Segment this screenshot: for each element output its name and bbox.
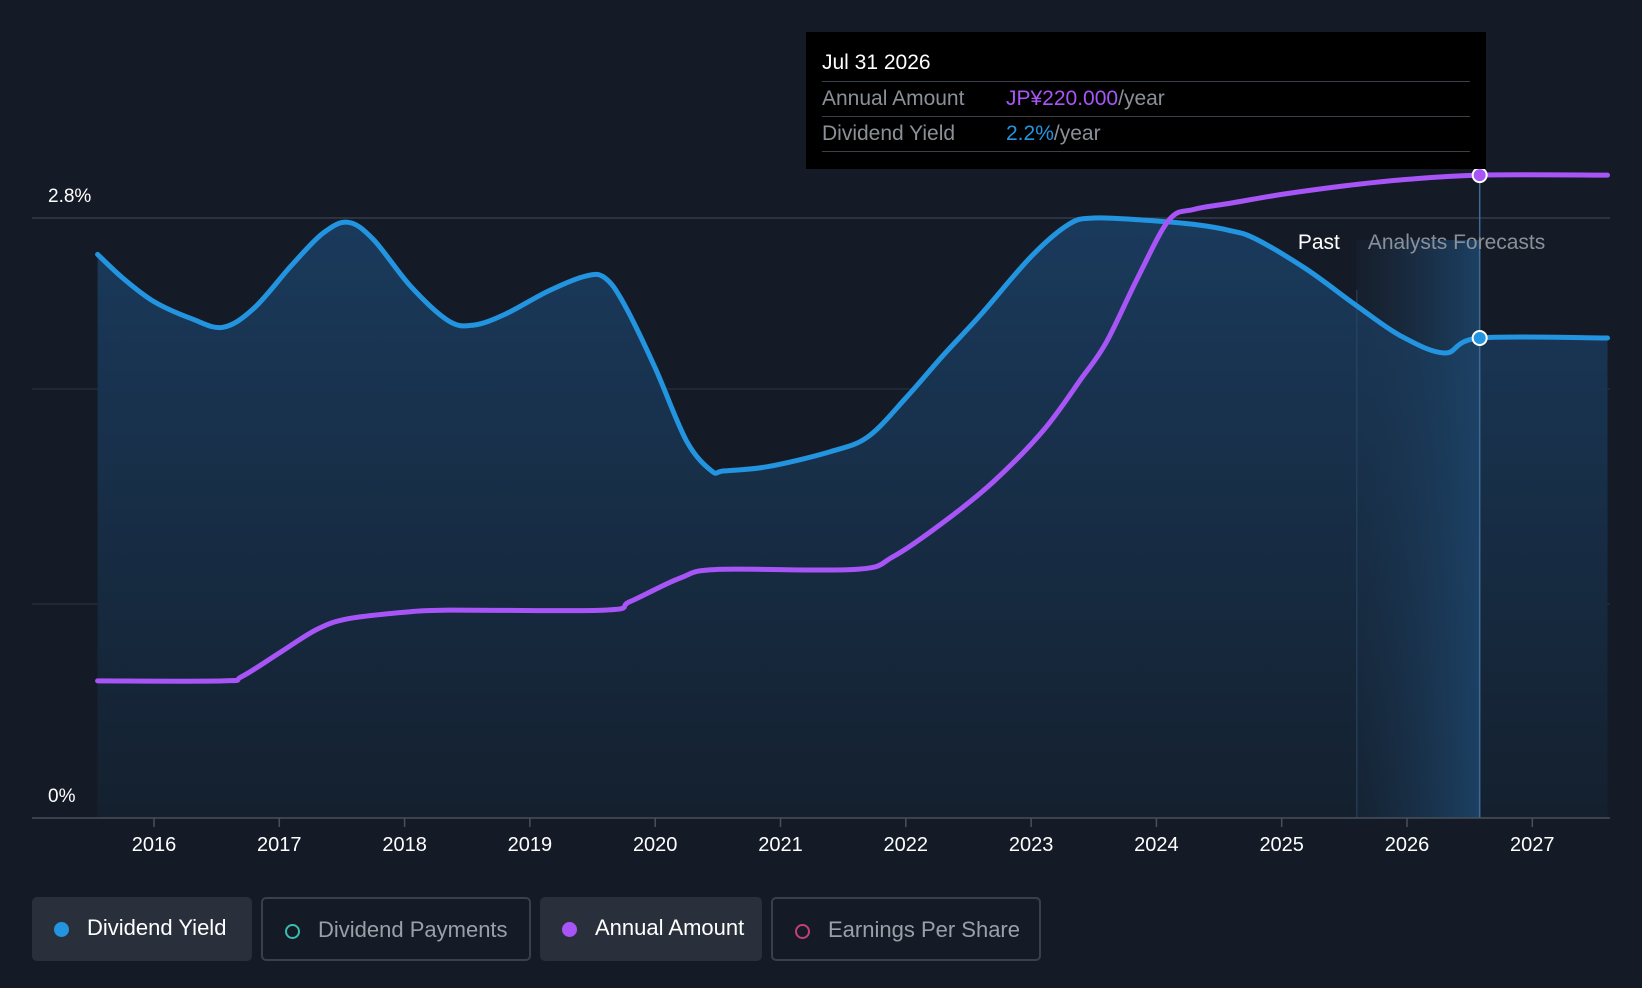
legend-ring-icon [285,924,300,939]
x-tick-label: 2018 [382,834,427,856]
tooltip-row-dividend-yield: Dividend Yield 2.2%/year [822,117,1470,152]
x-tick-label: 2020 [633,834,678,856]
legend-item-annual-amount[interactable]: Annual Amount [540,897,762,961]
annual-amount-marker [1471,167,1488,184]
legend-label: Earnings Per Share [828,917,1020,942]
dividend-yield-area [97,217,1608,818]
y-axis-bottom-label: 0% [48,786,76,807]
y-axis-top-label: 2.8% [48,186,91,207]
tooltip-row-annual-amount: Annual Amount JP¥220.000/year [822,82,1470,117]
tooltip-date: Jul 31 2026 [822,48,1470,82]
x-tick-label: 2026 [1385,834,1430,856]
legend-dot-icon [54,922,69,937]
legend-label: Dividend Yield [87,915,227,940]
x-tick-label: 2021 [758,834,803,856]
x-tick-label: 2017 [257,834,302,856]
tooltip-label: Dividend Yield [822,122,956,145]
past-label: Past [1298,231,1340,254]
tooltip-unit: /year [1053,122,1101,145]
legend-dot-icon [562,922,577,937]
legend-label: Dividend Payments [318,917,508,942]
x-tick-label: 2022 [884,834,929,856]
legend-item-earnings-per-share[interactable]: Earnings Per Share [771,897,1041,961]
tooltip-unit: /year [1118,87,1165,110]
x-tick-label: 2019 [508,834,553,856]
x-tick-label: 2025 [1259,834,1304,856]
x-tick-label: 2027 [1510,834,1555,856]
tooltip-value: 2.2% [1006,122,1054,145]
legend-item-dividend-yield[interactable]: Dividend Yield [32,897,252,961]
x-tick-label: 2024 [1134,834,1179,856]
tooltip-value: JP¥220.000 [1006,87,1119,110]
x-tick-label: 2016 [132,834,177,856]
tooltip-label: Annual Amount [822,87,965,110]
series-line-annual-amount [95,172,1610,684]
legend-ring-icon [795,924,810,939]
forecast-region [1356,240,1480,818]
legend-label: Annual Amount [595,915,745,940]
series-line-dividend-yield [95,215,1610,476]
forecast-label: Analysts Forecasts [1368,231,1545,254]
dividend-yield-marker [1471,330,1488,346]
tooltip: Jul 31 2026 Annual Amount JP¥220.000/year… [806,32,1486,169]
x-tick-label: 2023 [1009,834,1054,856]
legend-item-dividend-payments[interactable]: Dividend Payments [261,897,531,961]
